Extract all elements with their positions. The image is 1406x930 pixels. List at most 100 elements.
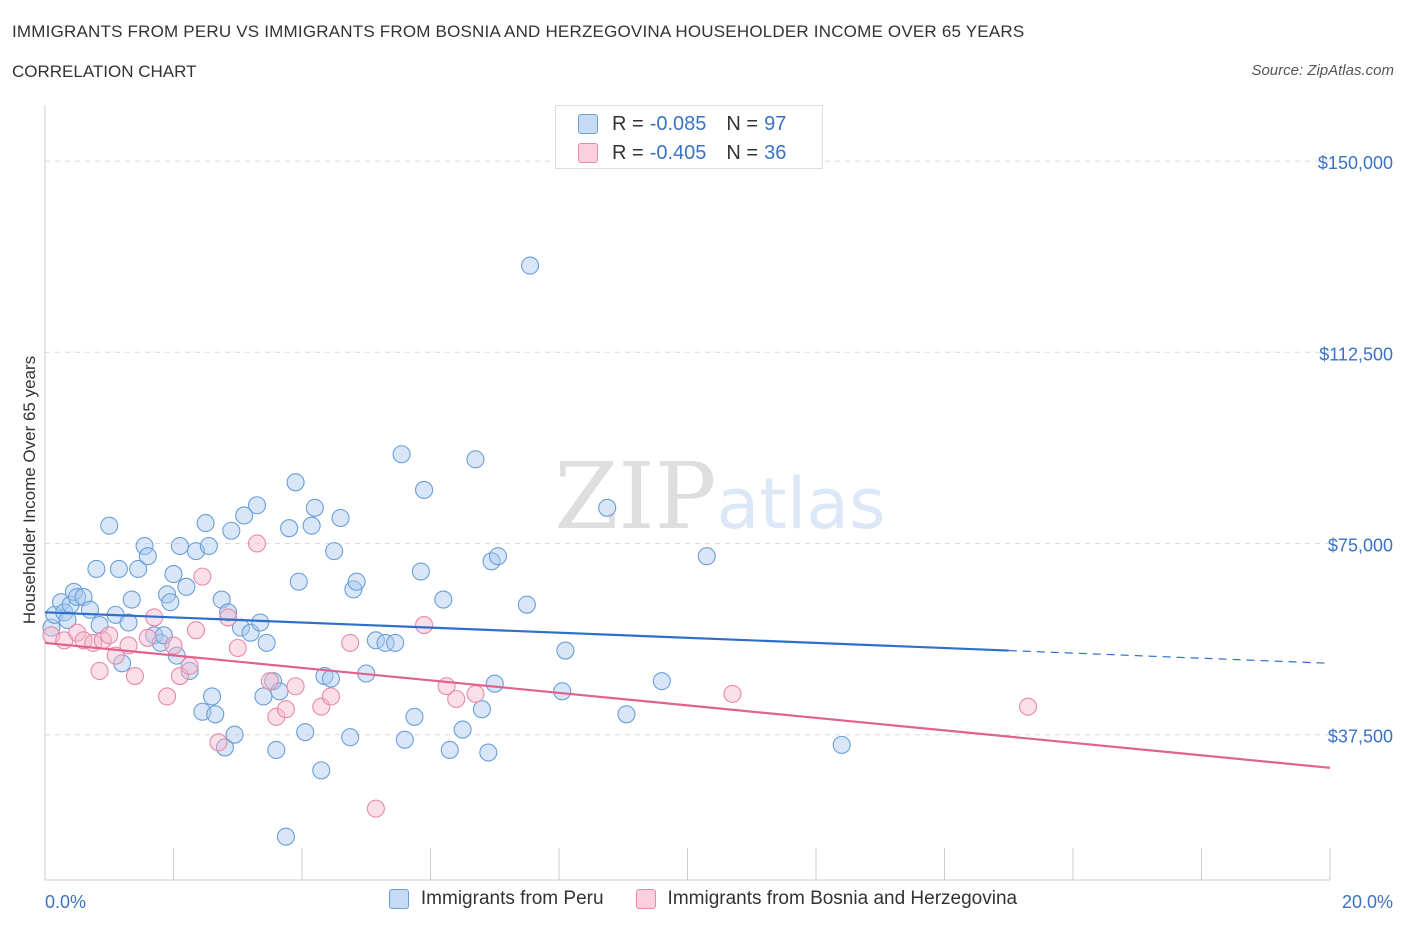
y-tick-label: $75,000 <box>1328 535 1393 555</box>
source-label: Source: ZipAtlas.com <box>1251 62 1394 79</box>
watermark: ZIPatlas <box>554 443 885 550</box>
peru-point <box>440 740 459 760</box>
bosnia-point <box>1018 697 1038 716</box>
peru-point <box>386 633 405 652</box>
bosnia-point <box>267 707 286 726</box>
n-label: N = <box>726 141 759 164</box>
peru-point <box>257 633 276 652</box>
r-value: -0.085 <box>649 112 707 135</box>
bosnia-point <box>186 621 206 640</box>
bosnia-point <box>68 623 87 642</box>
y-tick-label: $150,000 <box>1318 153 1393 173</box>
bosnia-point <box>723 684 742 703</box>
peru-trendline <box>44 611 1009 652</box>
peru-point <box>119 613 138 632</box>
peru-point <box>80 600 100 619</box>
legend-item-bosnia: Immigrants from Bosnia and Herzegovina <box>635 888 1018 910</box>
peru-point <box>305 498 324 517</box>
peru-point <box>302 516 321 535</box>
y-axis-label: Householder Income Over 65 years <box>20 355 39 625</box>
peru-legend-swatch <box>388 889 409 909</box>
peru-point <box>479 743 498 762</box>
peru-point <box>164 565 183 584</box>
bosnia-point <box>180 656 199 675</box>
peru-trendline-extension <box>1008 649 1331 664</box>
peru-point <box>485 674 504 693</box>
series-legend: Immigrants from Peru Immigrants from Bos… <box>0 888 1406 910</box>
peru-swatch <box>578 114 598 134</box>
peru-point <box>556 641 575 660</box>
peru-point <box>113 654 132 673</box>
r-label: R = <box>612 141 644 164</box>
chart-subtitle: CORRELATION CHART <box>12 62 197 81</box>
stats-row-peru: R = -0.085 N = 97 <box>578 111 806 137</box>
peru-point <box>434 590 453 609</box>
bosnia-point <box>100 626 119 645</box>
peru-point <box>472 700 491 719</box>
peru-point <box>251 613 270 632</box>
legend-item-peru: Immigrants from Peru <box>388 888 604 910</box>
peru-point <box>617 705 636 724</box>
bosnia-point <box>260 672 279 691</box>
n-value: 36 <box>764 141 787 164</box>
bosnia-point <box>158 687 177 706</box>
peru-point <box>280 519 299 538</box>
bosnia-point <box>247 534 267 553</box>
peru-point <box>122 590 141 609</box>
peru-point <box>222 521 241 540</box>
bosnia-swatch <box>578 143 598 163</box>
bosnia-point <box>447 689 466 709</box>
peru-point <box>521 256 540 275</box>
peru-point <box>395 730 414 749</box>
peru-point <box>286 473 305 492</box>
peru-point <box>254 687 273 706</box>
x-tick-label: 0.0% <box>45 892 86 912</box>
peru-point <box>138 547 157 566</box>
peru-point <box>68 587 87 607</box>
r-value: -0.405 <box>649 141 707 164</box>
peru-point <box>312 761 331 780</box>
peru-point <box>219 603 238 622</box>
peru-point <box>411 562 430 581</box>
r-label: R = <box>612 112 644 135</box>
peru-point <box>129 559 148 579</box>
chart-title: IMMIGRANTS FROM PERU VS IMMIGRANTS FROM … <box>12 22 1025 41</box>
peru-point <box>87 559 106 579</box>
bosnia-point <box>466 684 485 703</box>
peru-point <box>341 728 360 747</box>
stats-row-bosnia: R = -0.405 N = 36 <box>578 140 806 166</box>
legend-label-bosnia: Immigrants from Bosnia and Herzegovina <box>667 888 1018 909</box>
bosnia-point <box>219 608 238 627</box>
bosnia-point <box>341 633 360 652</box>
peru-point <box>321 669 340 688</box>
bosnia-point <box>164 636 183 655</box>
bosnia-point <box>415 616 434 635</box>
n-label: N = <box>726 112 759 135</box>
peru-point <box>405 707 424 726</box>
bosnia-point <box>321 687 340 706</box>
peru-point <box>376 633 395 652</box>
peru-point <box>517 595 536 614</box>
peru-point <box>206 705 225 724</box>
peru-point <box>64 582 83 601</box>
peru-point <box>100 516 119 535</box>
peru-point <box>296 723 315 742</box>
peru-point <box>453 720 472 739</box>
bosnia-legend-swatch <box>635 889 656 909</box>
peru-point <box>331 508 350 528</box>
peru-point <box>267 740 286 760</box>
peru-point <box>203 687 222 706</box>
bosnia-point <box>209 733 228 752</box>
peru-point <box>235 506 254 525</box>
bosnia-point <box>90 661 109 681</box>
bosnia-point <box>106 646 125 665</box>
peru-point <box>177 577 196 596</box>
peru-point <box>161 593 180 612</box>
n-value: 97 <box>764 112 787 135</box>
peru-point <box>466 450 485 469</box>
peru-point <box>199 536 218 556</box>
legend-label-peru: Immigrants from Peru <box>420 888 604 909</box>
peru-point <box>276 827 295 846</box>
peru-point <box>170 536 189 556</box>
